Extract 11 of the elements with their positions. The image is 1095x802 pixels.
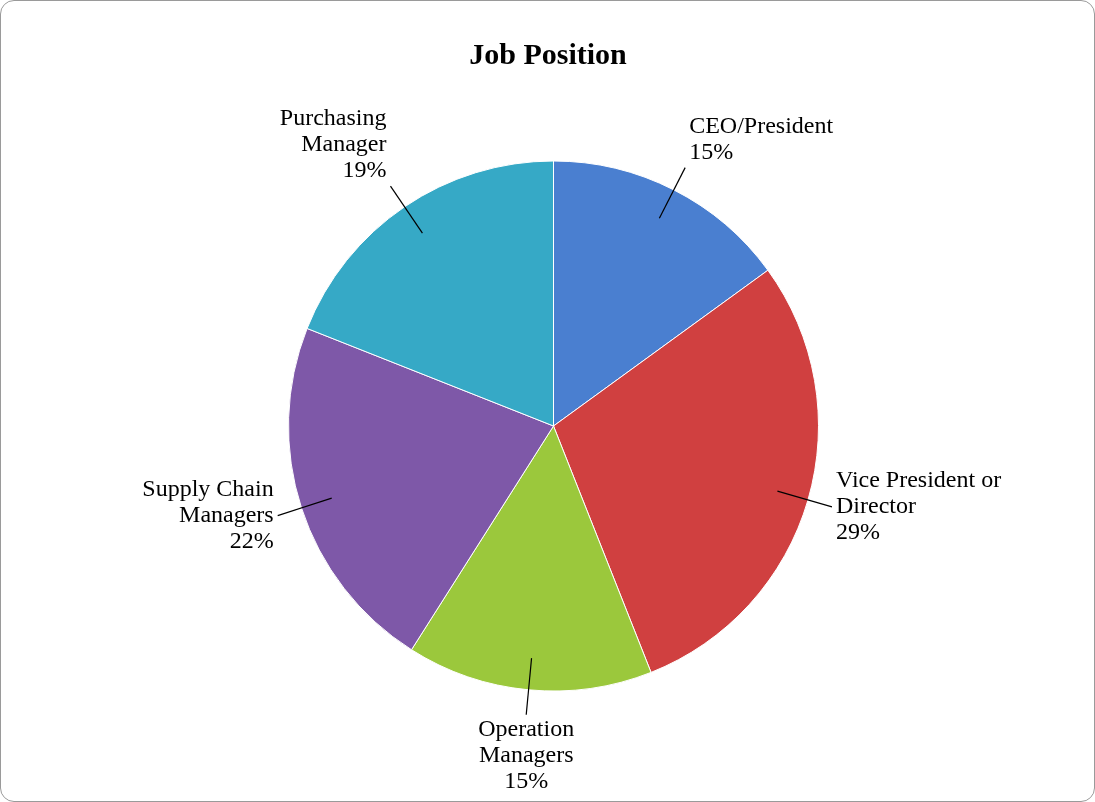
data-label: 19%	[342, 156, 387, 183]
data-label: 29%	[835, 518, 880, 545]
slice-label: Supply Chain Managers	[142, 474, 274, 527]
slice-label: Vice President or Director	[835, 466, 1002, 519]
slice-label: Operation Managers	[478, 715, 575, 768]
data-label: 15%	[689, 137, 734, 164]
data-label: 15%	[504, 767, 549, 794]
slice-label: Purchasing Manager	[279, 104, 387, 157]
chart-title: Job Position	[469, 36, 628, 70]
data-label: 22%	[229, 526, 274, 553]
slice-label: CEO/President	[689, 111, 834, 138]
